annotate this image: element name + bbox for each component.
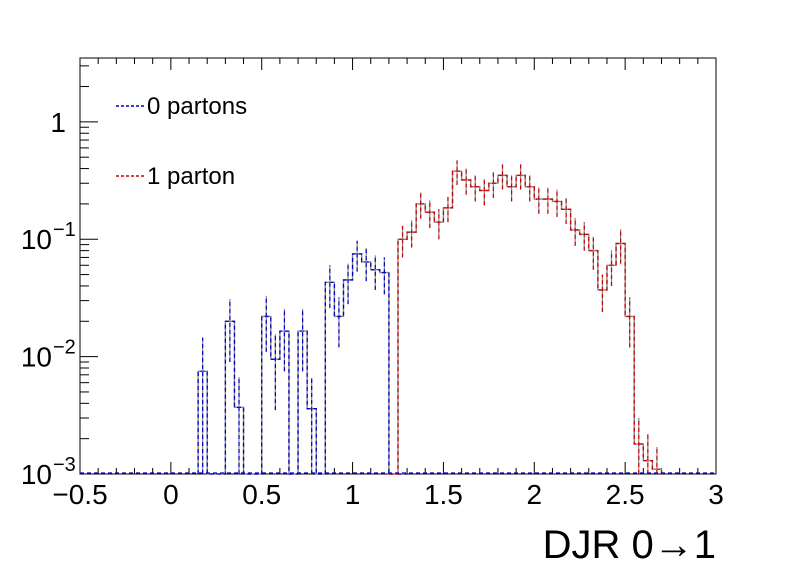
y-tick-label-exponent: −1 [53, 219, 76, 241]
series-layer [80, 160, 716, 475]
y-tick-label-exponent: −3 [53, 454, 76, 476]
y-tick-label-base: 10 [21, 459, 52, 490]
series-step-line [388, 170, 663, 475]
x-tick-label: 2 [526, 479, 542, 510]
x-tick-label: 0.5 [242, 479, 281, 510]
x-axis-ticks: −0.5 0 0.5 1 1.5 2 2.5 3 [52, 58, 724, 510]
x-tick-label: 2.5 [606, 479, 645, 510]
legend-label: 1 parton [147, 163, 235, 190]
y-tick-label-base: 10 [21, 342, 52, 373]
legend: 0 partons 1 parton [116, 93, 247, 190]
x-tick-label: 0 [163, 479, 179, 510]
y-tick-label: 1 [50, 107, 66, 138]
x-tick-label: 1 [345, 479, 361, 510]
x-tick-label: −0.5 [52, 479, 107, 510]
x-tick-label: 1.5 [424, 479, 463, 510]
y-tick-label-exponent: −2 [53, 337, 76, 359]
y-tick-label-base: 10 [21, 224, 52, 255]
x-axis-label: DJR 0→1 [543, 523, 716, 567]
series-0 [197, 240, 408, 475]
legend-label: 0 partons [147, 93, 247, 120]
series-1 [388, 160, 663, 475]
y-axis-ticks: 10 −310 −210 −11 [21, 65, 98, 490]
x-tick-label: 3 [708, 479, 724, 510]
